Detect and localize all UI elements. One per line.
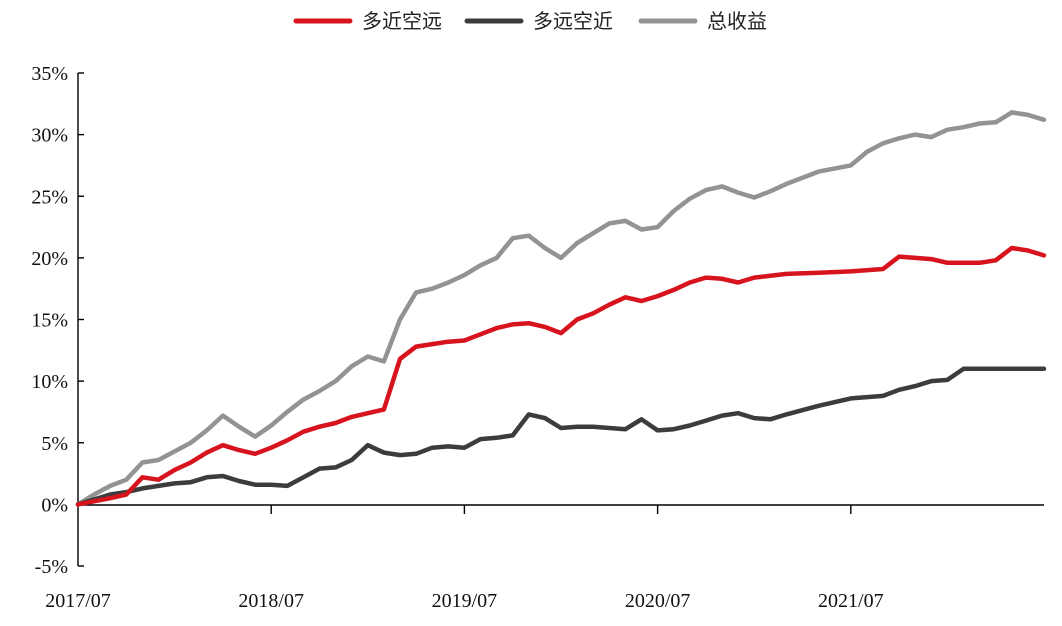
axes: 35% 30% 25% 20% 15% 10% 5% 0% -5% 2017/07 2018/07 2… — [31, 63, 1044, 612]
y-tick-label: 10% — [31, 371, 68, 393]
y-tick-label: 25% — [31, 186, 68, 208]
legend-label-0: 多近空远 — [362, 9, 442, 33]
legend-label-2: 总收益 — [707, 9, 767, 33]
x-tick-label: 2020/07 — [625, 590, 691, 612]
y-tick-label: -5% — [35, 556, 68, 578]
plot-area — [75, 110, 1047, 507]
x-tick-label: 2019/07 — [432, 590, 498, 612]
y-tick-label: 30% — [31, 125, 68, 147]
legend-label-1: 多远空近 — [533, 9, 613, 33]
y-tick-label: 35% — [31, 63, 68, 85]
x-tick-label: 2018/07 — [238, 590, 304, 612]
x-tick-label: 2021/07 — [818, 590, 884, 612]
y-tick-label: 20% — [31, 248, 68, 270]
y-tick-label: 5% — [41, 433, 68, 455]
series-line-1 — [75, 366, 1047, 507]
legend: 多近空远 多远空近 总收益 — [293, 9, 767, 33]
y-tick-label: 0% — [41, 494, 68, 516]
y-tick-label: 15% — [31, 310, 68, 332]
series-line-2 — [75, 110, 1047, 507]
series-line-0 — [75, 245, 1047, 507]
x-tick-label: 2017/07 — [45, 590, 111, 612]
